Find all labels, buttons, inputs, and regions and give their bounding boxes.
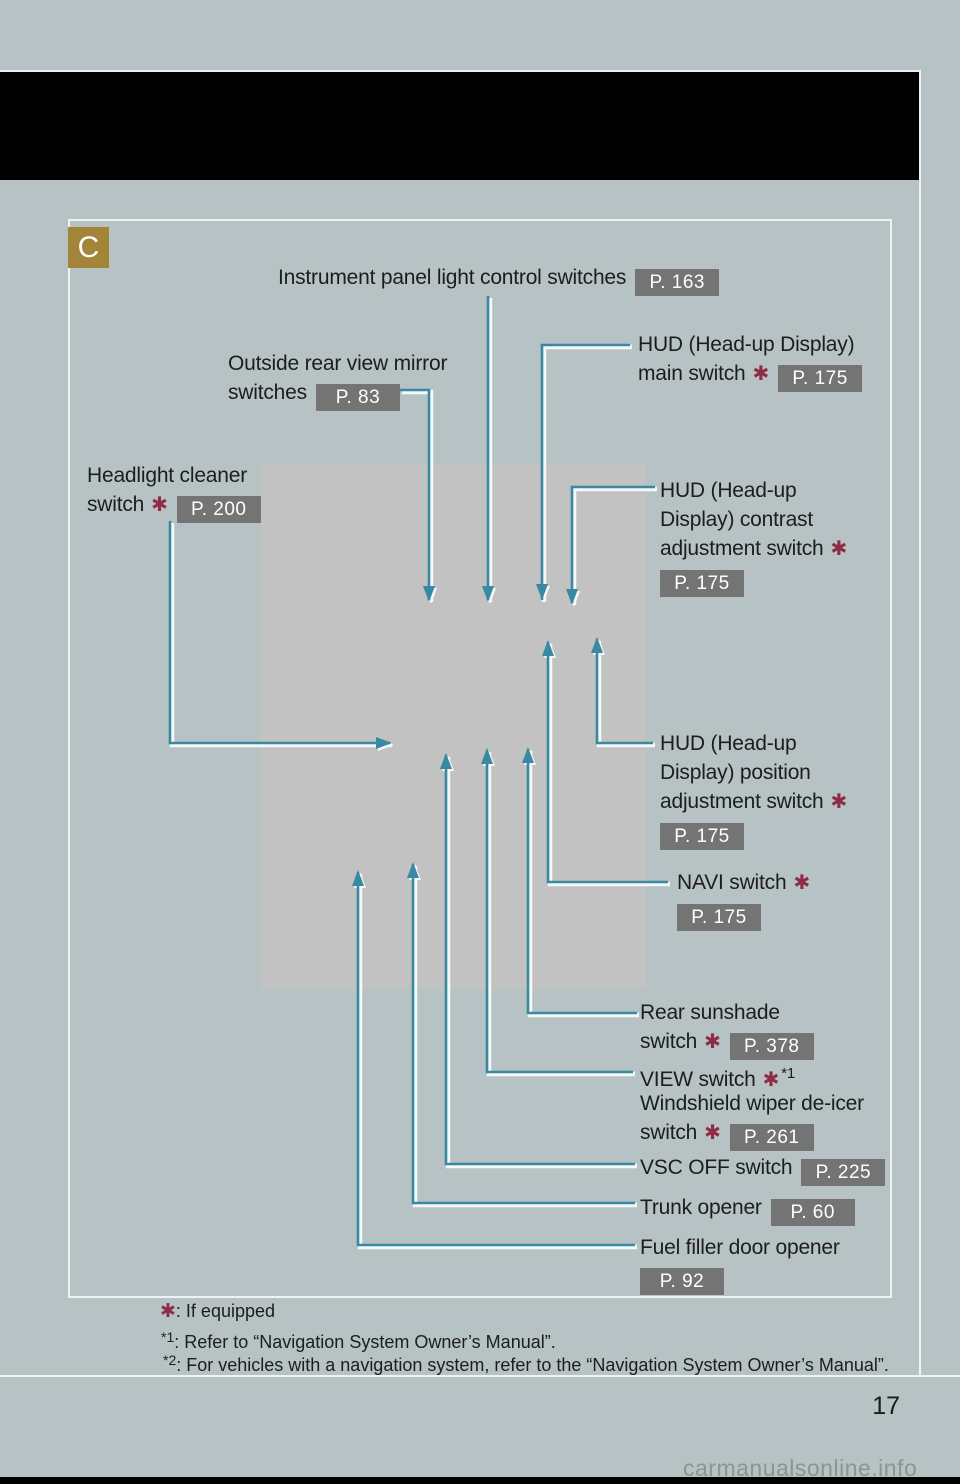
right-margin-rule: [919, 70, 921, 1377]
if-equipped-asterisk: ✱: [830, 538, 848, 560]
asterisk-mark: ✱: [160, 1301, 176, 1322]
label-hud-contrast-adjustment-switch: HUD (Head-up Display) contrast adjustmen…: [660, 476, 847, 597]
label-vsc-off-switch: VSC OFF switch P. 225: [640, 1153, 886, 1186]
page-ref-badge: P. 225: [801, 1159, 886, 1186]
footnote-1-reference: *1: [781, 1065, 795, 1082]
page-ref-badge: P. 200: [176, 496, 261, 523]
page-ref-badge: P. 378: [729, 1033, 814, 1060]
label-instrument-panel-light-control: Instrument panel light control switches P…: [278, 263, 720, 296]
if-equipped-asterisk: ✱: [752, 363, 770, 385]
footnote-star-1: *1: Refer to “Navigation System Owner’s …: [161, 1329, 556, 1352]
section-c-badge: C: [68, 227, 109, 268]
diagram-panel-border: [68, 219, 892, 1298]
bottom-black-bar: [0, 1477, 960, 1484]
dashboard-image-placeholder: [260, 464, 646, 989]
page-ref-badge: P. 60: [770, 1199, 855, 1226]
star-1-mark: *1: [161, 1329, 175, 1345]
label-fuel-filler-door-opener: Fuel filler door opener P. 92: [640, 1233, 840, 1295]
page-ref-badge: P. 83: [315, 384, 400, 411]
label-windshield-wiper-deicer-switch: Windshield wiper de-icer switch ✱ P. 261: [640, 1089, 864, 1151]
label-hud-main-switch: HUD (Head-up Display) main switch ✱ P. 175: [638, 330, 863, 392]
page-ref-badge: P. 175: [660, 570, 744, 597]
label-hud-position-adjustment-switch: HUD (Head-up Display) position adjustmen…: [660, 729, 847, 850]
footnote-star-2: *2: For vehicles with a navigation syste…: [163, 1352, 889, 1375]
if-equipped-asterisk: ✱: [704, 1031, 721, 1053]
page-ref-badge: P. 261: [729, 1124, 814, 1151]
if-equipped-asterisk: ✱: [830, 791, 848, 813]
label-view-switch: VIEW switch ✱ *1: [640, 1065, 795, 1091]
label-headlight-cleaner-switch: Headlight cleaner switch ✱ P. 200: [87, 461, 261, 523]
label-rear-sunshade-switch: Rear sunshade switch ✱ P. 378: [640, 998, 814, 1060]
footer-rule: [0, 1375, 960, 1377]
page-ref-badge: P. 163: [635, 269, 720, 296]
watermark-text: carmanualsonline.info: [683, 1455, 918, 1481]
if-equipped-asterisk: ✱: [762, 1069, 780, 1091]
star-2-mark: *2: [163, 1352, 177, 1368]
label-outside-rear-view-mirror: Outside rear view mirror switches P. 83: [228, 349, 447, 411]
if-equipped-asterisk: ✱: [704, 1122, 721, 1144]
page-ref-badge: P. 92: [640, 1268, 724, 1295]
redacted-header-bar: [0, 70, 919, 180]
footnote-if-equipped: ✱: If equipped: [160, 1301, 276, 1322]
label-navi-switch: NAVI switch ✱ P. 175: [677, 868, 810, 931]
label-trunk-opener: Trunk opener P. 60: [640, 1193, 855, 1226]
page-ref-badge: P. 175: [677, 904, 761, 931]
page-ref-badge: P. 175: [660, 823, 744, 850]
page-ref-badge: P. 175: [778, 365, 863, 392]
page-number: 17: [872, 1392, 900, 1420]
if-equipped-asterisk: ✱: [793, 872, 810, 894]
if-equipped-asterisk: ✱: [151, 494, 168, 516]
